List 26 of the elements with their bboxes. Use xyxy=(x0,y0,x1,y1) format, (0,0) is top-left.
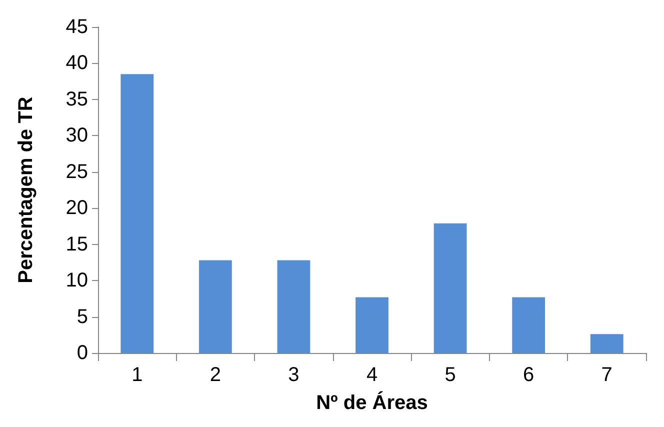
x-tick-label: 7 xyxy=(601,364,612,386)
bar xyxy=(434,223,467,353)
y-tick-label: 5 xyxy=(76,306,88,328)
x-tick-label: 1 xyxy=(132,364,143,386)
bar xyxy=(590,334,624,353)
y-tick-label: 35 xyxy=(66,88,88,110)
y-axis-title: Percentagem de TR xyxy=(15,96,37,284)
y-tick-label: 0 xyxy=(76,342,88,364)
x-tick-label: 5 xyxy=(444,364,456,386)
x-tick-label: 6 xyxy=(523,364,534,386)
y-tick-label: 45 xyxy=(66,16,88,38)
y-tick-label: 10 xyxy=(66,270,88,292)
x-tick-label: 4 xyxy=(366,364,378,386)
x-axis-title: Nº de Áreas xyxy=(316,391,428,414)
bar xyxy=(356,297,388,353)
bar xyxy=(198,260,232,353)
bar xyxy=(277,260,310,353)
y-tick-label: 20 xyxy=(66,197,88,220)
bar xyxy=(120,74,154,353)
bar xyxy=(512,297,546,353)
y-tick-label: 40 xyxy=(66,52,88,74)
y-tick-label: 25 xyxy=(66,160,88,183)
x-tick-label: 2 xyxy=(210,364,221,386)
x-tick-label: 3 xyxy=(288,364,300,386)
y-tick-label: 15 xyxy=(66,233,88,256)
y-tick-label: 30 xyxy=(66,124,88,147)
